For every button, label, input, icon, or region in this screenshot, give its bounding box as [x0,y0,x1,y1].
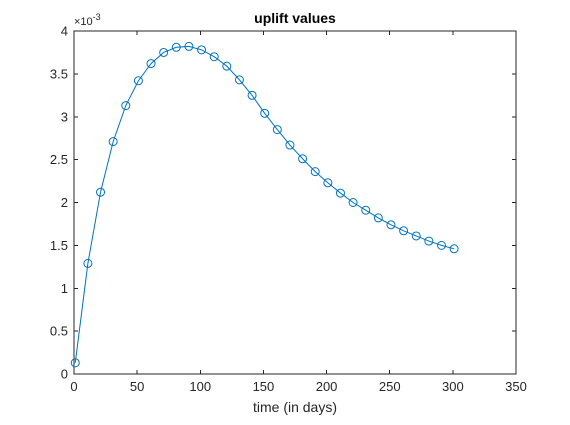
data-point-marker [411,231,421,241]
data-point-marker [335,188,345,198]
data-point-marker [310,167,320,177]
data-point-marker [272,125,282,135]
y-tick-label: 0 [61,367,68,382]
data-point-marker [285,140,295,150]
x-tick-label: 250 [379,379,401,394]
x-tick-label: 100 [189,379,211,394]
data-point-marker [323,178,333,188]
data-point-marker [399,226,409,236]
data-point-marker [247,90,257,100]
data-point-marker [146,59,156,69]
data-point-marker [83,258,93,268]
series-layer [70,41,459,368]
data-point-marker [222,61,232,71]
y-tick-label: 2.5 [50,152,68,167]
y-tick-label: 3 [61,109,68,124]
data-point-marker [436,240,446,250]
y-axis-multiplier-exponent: -3 [93,12,101,22]
data-point-marker [348,198,358,207]
x-tick-label: 350 [505,379,527,394]
y-tick-label: 2 [61,195,68,210]
x-tick-label: 200 [316,379,338,394]
data-point-marker [96,187,106,197]
data-point-marker [184,41,194,51]
y-tick-label: 0.5 [50,324,68,339]
chart-title: uplift values [254,10,336,26]
x-axis-label: time (in days) [253,399,337,415]
data-point-marker [449,244,459,254]
data-point-marker [159,47,169,57]
data-point-marker [197,45,207,55]
data-point-marker [70,358,80,368]
y-axis-multiplier: ×10-3 [74,12,101,28]
data-point-marker [260,108,270,118]
y-tick-label: 1 [61,281,68,296]
x-tick-label: 300 [442,379,464,394]
data-point-marker [108,137,118,147]
data-point-marker [298,154,308,164]
data-point-marker [133,76,143,86]
data-point-marker [209,52,219,62]
y-tick-label: 4 [61,24,68,39]
y-tick-label: 1.5 [50,238,68,253]
x-tick-label: 0 [70,379,77,394]
data-point-marker [373,213,383,223]
x-tick-label: 150 [253,379,275,394]
x-tick-label: 50 [130,379,144,394]
y-axis-multiplier-base: ×10 [74,16,93,28]
data-point-marker [386,220,396,230]
axes: 0 50 100 150 200 250 300 350 0 0.5 1 1.5 2 2.5 3 3.5 4 [50,24,527,395]
data-point-marker [424,236,434,246]
data-point-marker [234,75,244,85]
y-tick-label: 3.5 [50,66,68,81]
data-point-marker [121,101,131,111]
data-point-marker [171,42,181,52]
data-point-marker [361,205,371,215]
series-line [74,45,455,363]
